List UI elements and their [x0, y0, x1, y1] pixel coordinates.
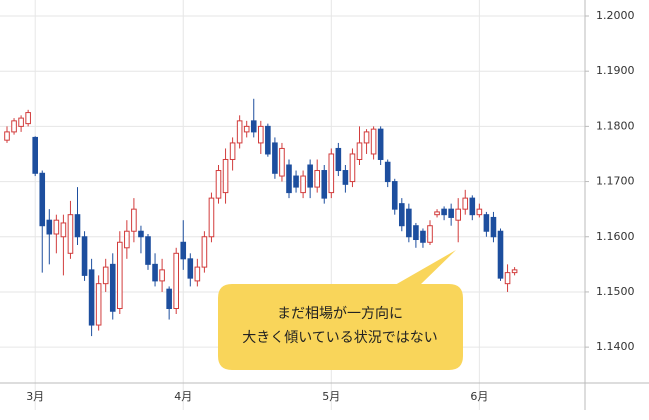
candle-body	[117, 241, 123, 309]
candle-body	[469, 197, 476, 216]
plot-area: 1.2000 1.1900 1.1800 1.1700 1.1600 1.1500 1.14…	[0, 0, 635, 410]
candle-body	[434, 211, 440, 216]
candle-body	[413, 225, 419, 241]
candle-body	[420, 230, 426, 243]
bubble-shape	[218, 250, 463, 370]
y-tick-label: 1.2000	[596, 9, 635, 22]
candle-body	[131, 208, 137, 232]
candle-body	[448, 208, 454, 218]
candle-body	[187, 258, 194, 279]
candle-body	[328, 153, 335, 194]
candle-body	[81, 236, 88, 276]
candle-body	[258, 125, 264, 144]
candle-body	[511, 269, 518, 274]
candle-body	[286, 164, 292, 194]
candle-body	[222, 158, 229, 194]
candle-body	[39, 172, 46, 227]
candle-body	[377, 128, 384, 160]
candle-body	[194, 266, 201, 282]
candle-body	[180, 241, 187, 260]
candle-body	[462, 197, 469, 210]
annotation-text: まだ相場が一方向に	[277, 306, 403, 322]
candle-body	[497, 230, 504, 279]
annotation-bubble: まだ相場が一方向に 大きく傾いている状況ではない	[218, 250, 463, 370]
candle-body	[4, 131, 10, 141]
x-tick-label: 3月	[26, 390, 44, 403]
candle-body	[88, 269, 95, 326]
annotation-text: 大きく傾いている状況ではない	[242, 330, 438, 346]
candle-body	[124, 230, 130, 249]
candle-body	[243, 125, 250, 133]
candle-body	[356, 142, 363, 160]
candle-body	[272, 142, 278, 174]
candle-body	[314, 170, 320, 188]
candle-body	[406, 208, 412, 238]
candle-body	[74, 214, 81, 238]
candle-body	[109, 263, 116, 312]
candle-body	[279, 147, 285, 177]
candle-body	[201, 236, 208, 268]
y-tick-label: 1.1700	[596, 175, 635, 188]
candle-body	[250, 120, 257, 133]
y-tick-label: 1.1900	[596, 64, 635, 77]
candle-body	[18, 117, 24, 127]
candle-body	[384, 161, 391, 183]
candle-body	[490, 216, 497, 238]
candle-body	[335, 147, 342, 172]
candle-body	[427, 225, 433, 243]
candle-body	[293, 175, 299, 188]
x-tick-label: 4月	[174, 390, 192, 403]
y-tick-label: 1.1400	[596, 340, 635, 353]
candle-body	[11, 120, 17, 133]
candle-body	[173, 252, 179, 309]
candle-body	[138, 230, 144, 238]
candle-body	[46, 219, 53, 235]
candle-body	[399, 203, 405, 227]
candle-body	[25, 112, 31, 125]
candle-body	[32, 136, 39, 174]
candle-body	[229, 142, 236, 160]
candle-body	[67, 214, 74, 254]
candle-body	[300, 175, 306, 194]
y-tick-label: 1.1600	[596, 230, 635, 243]
candle-body	[145, 236, 151, 265]
candle-body	[370, 128, 377, 155]
candle-body	[504, 272, 511, 285]
x-tick-label: 6月	[470, 390, 488, 403]
candle-body	[307, 164, 313, 188]
candle-body	[208, 197, 215, 238]
candle-body	[215, 170, 222, 199]
candle-body	[476, 208, 483, 216]
candle-body	[363, 131, 370, 144]
candle-body	[102, 266, 109, 285]
candle-body	[166, 288, 172, 309]
candle-body	[349, 153, 356, 183]
candle-body	[152, 263, 158, 282]
candle-body	[53, 219, 60, 235]
y-tick-label: 1.1500	[596, 285, 635, 298]
candle-body	[441, 208, 447, 216]
candle-body	[236, 120, 243, 144]
candle-body	[391, 181, 398, 210]
candle-body	[60, 222, 67, 238]
y-tick-label: 1.1800	[596, 119, 635, 132]
candle-body	[321, 170, 328, 199]
candle-body	[455, 208, 461, 221]
candle-body	[483, 214, 490, 232]
candle-body	[95, 283, 102, 326]
x-tick-label: 5月	[322, 390, 340, 403]
candle-body	[159, 269, 165, 282]
candle-body	[342, 170, 349, 185]
candle-body	[265, 125, 271, 155]
